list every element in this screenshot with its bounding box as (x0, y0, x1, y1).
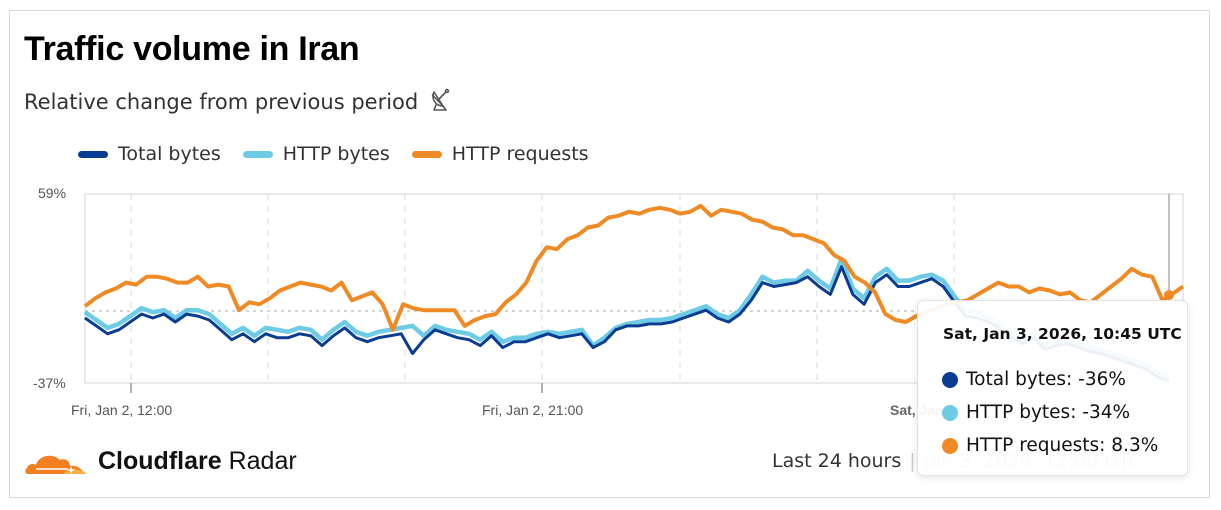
range-separator: | (909, 450, 916, 472)
tooltip-row-http-requests: HTTP requests: 8.3% (942, 435, 1158, 456)
hover-marker (1164, 290, 1174, 300)
tooltip-row-total-bytes: Total bytes: -36% (942, 369, 1126, 390)
chart-tooltip: Sat, Jan 3, 2026, 10:45 UTC Total bytes:… (917, 300, 1188, 476)
subtitle-text: Relative change from previous period (24, 89, 419, 114)
x-tick-label: Fri, Jan 2, 12:00 (71, 402, 173, 418)
range-label: Last 24 hours (772, 450, 902, 472)
y-axis-min-label: -37% (33, 375, 66, 391)
tooltip-value: HTTP bytes: -34% (966, 402, 1131, 423)
page-title: Traffic volume in Iran (24, 30, 360, 68)
cloudflare-cloud-icon (25, 455, 86, 474)
tooltip-value: HTTP requests: 8.3% (966, 435, 1159, 456)
legend-item-http-bytes[interactable]: HTTP bytes (242, 143, 390, 165)
tooltip-value: Total bytes: -36% (966, 369, 1126, 390)
series-dot-icon (942, 437, 958, 454)
legend-item-total-bytes[interactable]: Total bytes (78, 143, 221, 165)
legend-swatch (411, 150, 442, 158)
legend-item-http-requests[interactable]: HTTP requests (411, 143, 589, 165)
series-dot-icon (942, 404, 958, 421)
legend-label: HTTP requests (451, 143, 589, 165)
cloudflare-radar-logo[interactable]: Cloudflare Radar (24, 446, 297, 476)
chart-legend: Total bytes HTTP bytes HTTP requests (78, 143, 589, 165)
subtitle: Relative change from previous period (24, 86, 454, 117)
series-line-http-requests (83, 203, 1185, 332)
y-axis-max-label: 59% (38, 185, 67, 201)
legend-swatch (78, 150, 108, 158)
tooltip-title: Sat, Jan 3, 2026, 10:45 UTC (943, 325, 1182, 343)
x-tick-label: Fri, Jan 2, 21:00 (482, 402, 584, 418)
satellite-dish-icon[interactable] (428, 86, 454, 117)
legend-label: Total bytes (118, 143, 221, 165)
brand-name: Cloudflare Radar (98, 446, 297, 475)
series-dot-icon (942, 371, 958, 388)
tooltip-row-http-bytes: HTTP bytes: -34% (942, 402, 1130, 423)
legend-label: HTTP bytes (282, 143, 390, 165)
legend-swatch (242, 150, 273, 158)
